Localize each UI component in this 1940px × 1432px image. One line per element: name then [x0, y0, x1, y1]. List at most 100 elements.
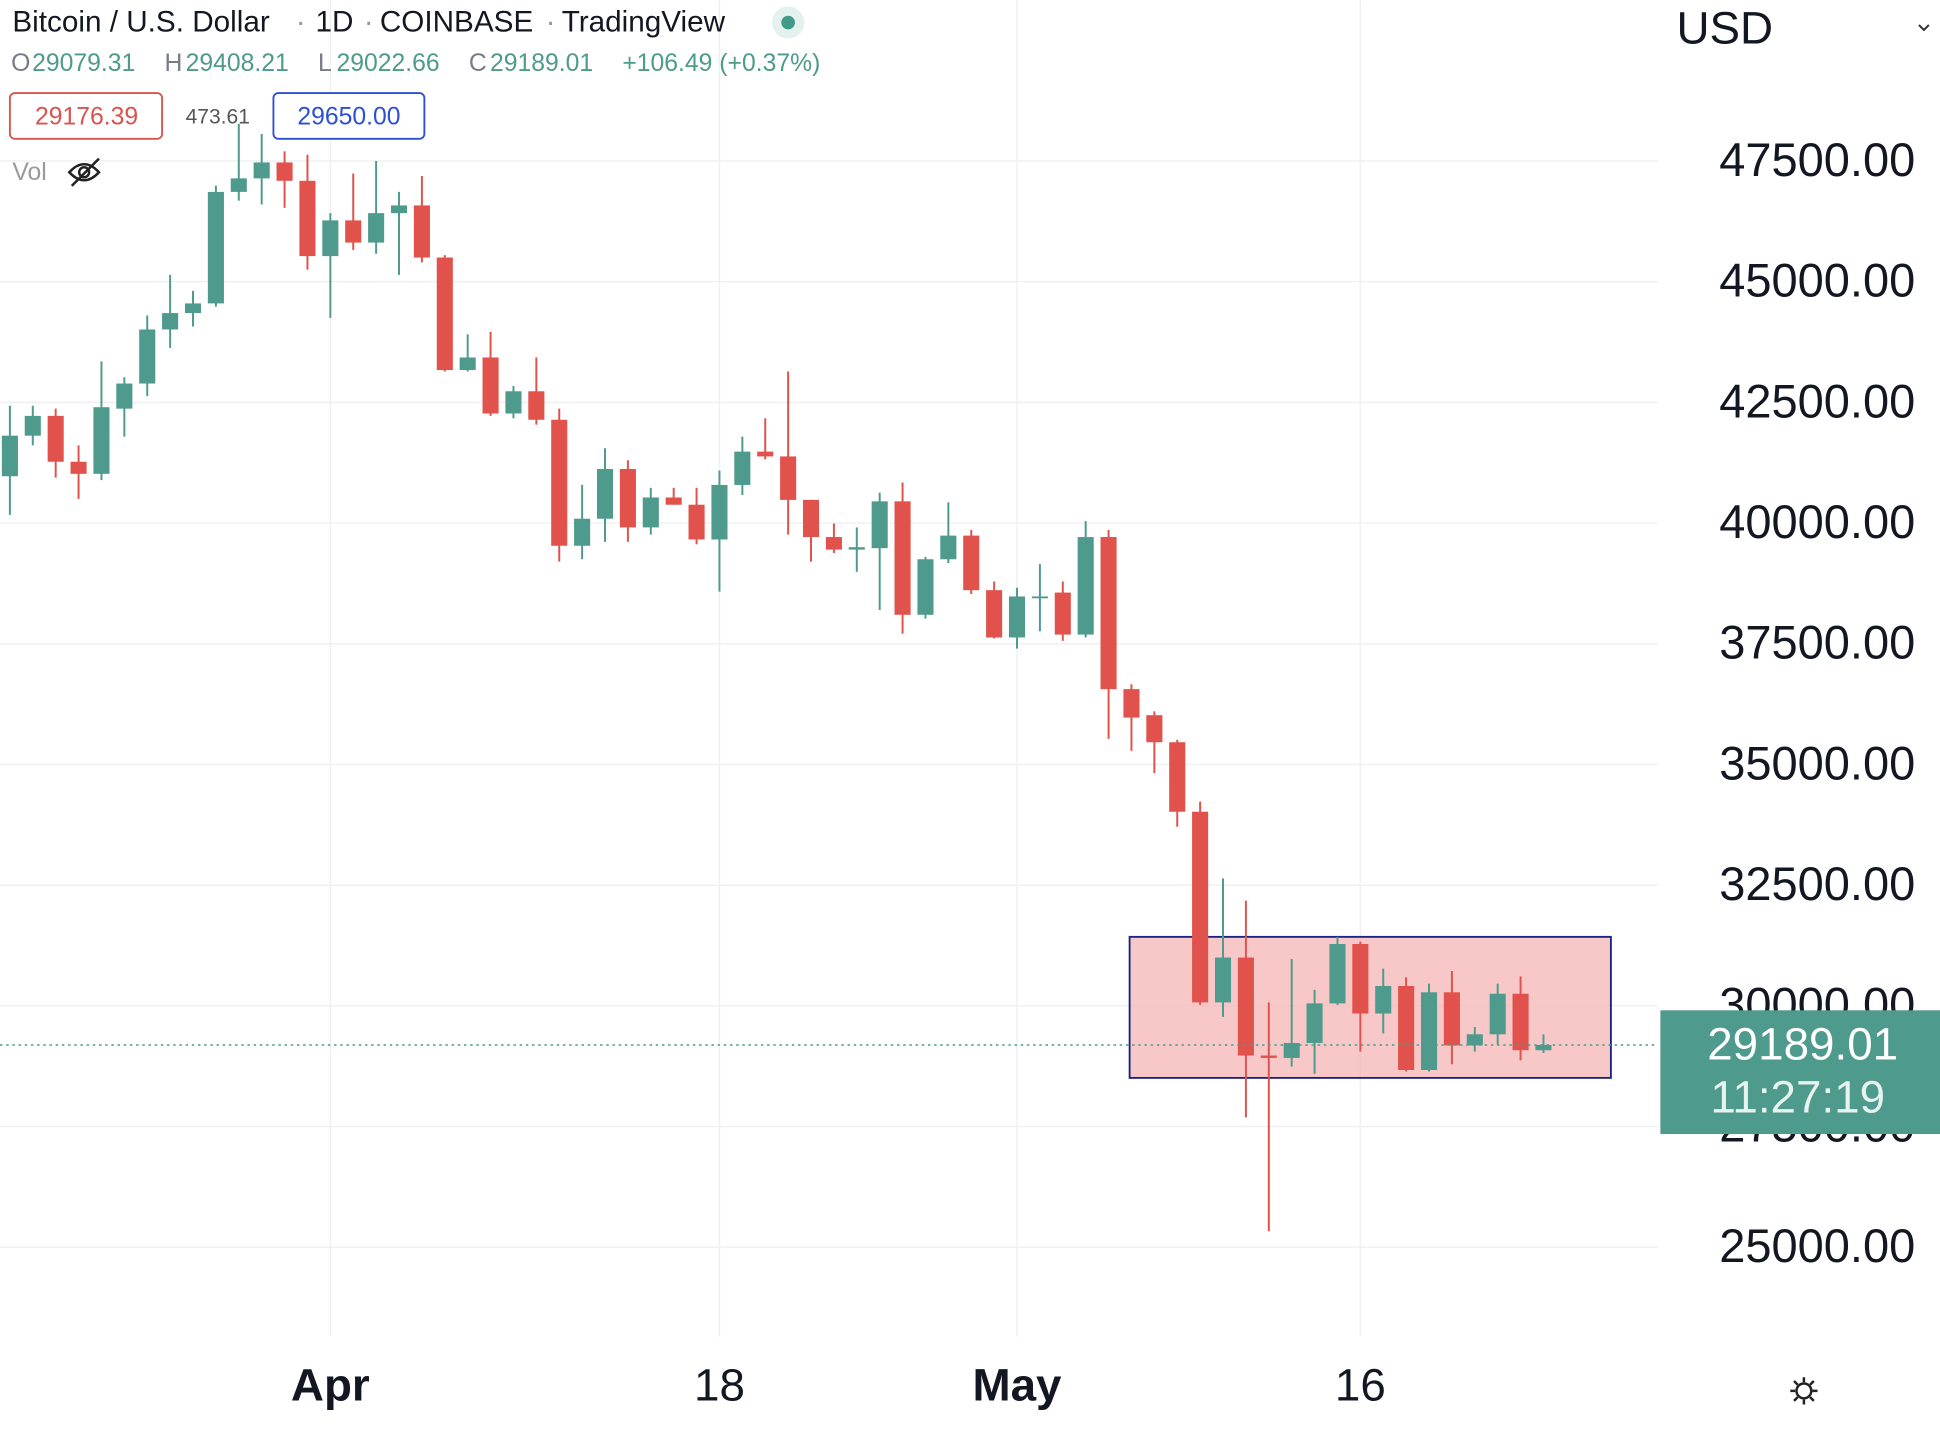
- candle-body: [1237, 957, 1254, 1056]
- candle-body: [482, 357, 499, 414]
- plot-layer: [0, 123, 1658, 1232]
- candle-body: [345, 220, 362, 243]
- candle-body: [1100, 537, 1117, 690]
- candle-body: [162, 313, 179, 330]
- y-tick-label: 37500.00: [1719, 616, 1915, 669]
- buy-price[interactable]: 29650.00: [297, 103, 400, 130]
- separator: ·: [546, 6, 556, 39]
- candle-body: [207, 191, 224, 304]
- volume-label[interactable]: Vol: [12, 159, 46, 186]
- y-tick-label: 32500.00: [1719, 857, 1915, 910]
- sell-button[interactable]: [8, 92, 164, 140]
- axis-layer: 25000.0027500.0030000.0032500.0035000.00…: [291, 133, 1940, 1411]
- candle-body: [665, 497, 682, 505]
- candle-body: [139, 329, 156, 384]
- sell-price[interactable]: 29176.39: [35, 103, 138, 130]
- candle-body: [230, 178, 247, 192]
- exchange: COINBASE: [380, 6, 533, 39]
- candle-body: [184, 303, 202, 314]
- candle-body: [1443, 992, 1460, 1046]
- candle-body: [413, 205, 430, 258]
- candle-body: [802, 499, 820, 538]
- axis-label: USD: [1676, 2, 1773, 53]
- candle-body: [1398, 986, 1415, 1071]
- candle-body: [551, 419, 568, 546]
- y-tick-label: 40000.00: [1719, 495, 1915, 548]
- candle-body: [1375, 986, 1392, 1014]
- x-tick-label: May: [972, 1360, 1062, 1411]
- candle-body: [1031, 596, 1048, 599]
- candle-body: [688, 504, 705, 540]
- candle-body: [116, 383, 133, 409]
- candle-body: [1, 435, 18, 477]
- candle-body: [1260, 1055, 1277, 1058]
- candle-body: [1192, 811, 1209, 1003]
- candle-body: [1054, 592, 1071, 635]
- x-tick-label: Apr: [291, 1360, 370, 1411]
- candle-body: [299, 180, 316, 257]
- ohlc-value: 29408.21: [186, 50, 289, 77]
- y-tick-label: 35000.00: [1719, 736, 1915, 789]
- ohlc-letter: H: [165, 50, 183, 77]
- candle-body: [871, 501, 888, 549]
- candle-body: [368, 213, 385, 243]
- candle-body: [93, 407, 110, 474]
- candle-body: [780, 456, 797, 500]
- candle-body: [1077, 537, 1094, 635]
- candle-body: [528, 391, 545, 420]
- candle-body: [1512, 993, 1529, 1051]
- candle-body: [894, 501, 911, 615]
- y-tick-label: 25000.00: [1719, 1219, 1915, 1272]
- menu-chevron[interactable]: [1918, 24, 1930, 32]
- candle-body: [1146, 715, 1163, 743]
- settings-icon[interactable]: [1790, 1377, 1818, 1405]
- candle-body: [253, 162, 270, 179]
- source: TradingView: [562, 6, 726, 39]
- candle-body: [734, 451, 751, 485]
- ohlc-letter: O: [11, 50, 30, 77]
- candle-body: [574, 518, 591, 546]
- hide-icon[interactable]: [67, 157, 101, 187]
- grid-layer: [0, 0, 1658, 1337]
- candle-body: [1489, 993, 1506, 1035]
- x-tick-label: 18: [694, 1360, 745, 1411]
- candle-body: [70, 461, 87, 474]
- candle-body: [47, 415, 64, 462]
- candle-body: [1169, 742, 1186, 812]
- candle-body: [986, 590, 1003, 638]
- candle-body: [24, 415, 41, 436]
- symbol-title[interactable]: Bitcoin / U.S. Dollar: [12, 6, 269, 39]
- candle-body: [436, 257, 453, 371]
- separator: ·: [296, 6, 306, 39]
- candle-body: [848, 547, 865, 550]
- status-dot: [781, 15, 795, 30]
- candle-body: [711, 484, 728, 540]
- candle-body: [505, 391, 522, 414]
- candle-body: [390, 205, 408, 214]
- candle-body: [825, 537, 842, 550]
- candle-body: [1535, 1044, 1552, 1051]
- change: +106.49 (+0.37%): [622, 50, 820, 77]
- candle-body: [1214, 957, 1232, 1003]
- y-tick-label: 47500.00: [1719, 133, 1915, 186]
- buy-button[interactable]: [272, 92, 426, 140]
- candle-body: [596, 468, 614, 519]
- range-box[interactable]: [1128, 935, 1612, 1079]
- ohlc-letter: C: [469, 50, 487, 77]
- y-tick-label: 45000.00: [1719, 254, 1915, 307]
- candle-body: [917, 559, 934, 615]
- countdown: 11:27:19: [1710, 1072, 1885, 1123]
- ohlc-letter: L: [318, 50, 332, 77]
- candle-body: [619, 468, 636, 528]
- candle-body: [1123, 689, 1140, 718]
- ohlc-value: 29079.31: [32, 50, 135, 77]
- candle-body: [322, 220, 339, 257]
- candle-body: [1283, 1042, 1300, 1058]
- last-price-label: 29189.01: [1707, 1019, 1898, 1070]
- candle-body: [940, 535, 957, 560]
- candle-body: [1329, 944, 1346, 1004]
- candle-body: [459, 357, 476, 371]
- candle-body: [1420, 992, 1438, 1071]
- interval[interactable]: 1D: [315, 6, 353, 39]
